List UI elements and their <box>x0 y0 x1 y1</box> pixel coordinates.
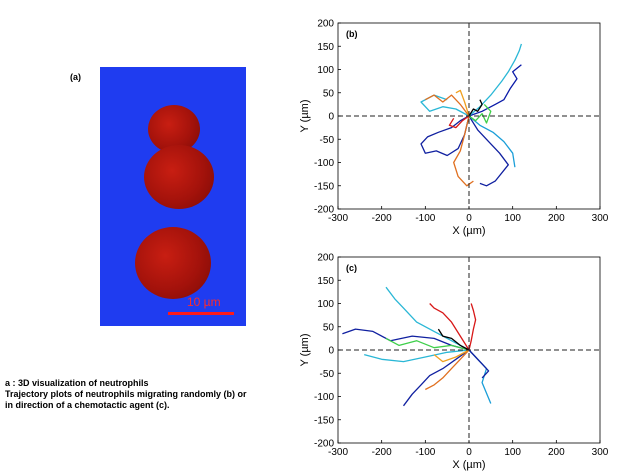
chart-0-xtick-label: 200 <box>548 213 565 224</box>
chart-1-series-8 <box>385 337 470 351</box>
chart-0-series-11 <box>468 99 483 117</box>
chart-0-series-6 <box>424 94 470 117</box>
chart-1-series-2 <box>385 286 470 351</box>
chart-1-xlabel: X (µm) <box>452 459 485 471</box>
chart-1-series-11 <box>468 349 490 379</box>
chart-0-ylabel: Y (µm) <box>299 99 311 132</box>
chart-1-xtick-label: 200 <box>548 447 565 458</box>
chart-0-ytick-label: -200 <box>314 205 334 216</box>
chart-1-ytick-label: 200 <box>317 253 334 264</box>
chart-1-ytick-label: 150 <box>317 276 334 287</box>
chart-0-ytick-label: 0 <box>328 112 334 123</box>
scale-bar-label: 10 µm <box>187 295 221 309</box>
chart-0-ytick-label: 150 <box>317 42 334 53</box>
chart-0-ytick-label: -50 <box>320 135 335 146</box>
chart-1-series-6 <box>468 303 477 351</box>
chart-0-xtick-label: 100 <box>504 213 521 224</box>
chart-0-xtick-label: -300 <box>328 213 348 224</box>
chart-1-xtick-label: -200 <box>372 447 392 458</box>
caption-line: a : 3D visualization of neutrophils <box>5 378 149 388</box>
chart-0-series-5 <box>468 115 516 168</box>
chart-1-ytick-label: 0 <box>328 346 334 357</box>
chart-1-ytick-label: -50 <box>320 369 335 380</box>
cell-bottom <box>135 227 211 299</box>
chart-1-series-1 <box>402 349 470 407</box>
cell-middle-lobe <box>144 145 214 209</box>
chart-1-ytick-label: 100 <box>317 299 334 310</box>
chart-1-series-7 <box>424 349 470 391</box>
chart-0-xlabel: X (µm) <box>452 225 485 237</box>
chart-0-xtick-label: 0 <box>466 213 472 224</box>
chart-1-ytick-label: -200 <box>314 439 334 450</box>
chart-1-ylabel: Y (µm) <box>299 333 311 366</box>
chart-1-xtick-label: 300 <box>592 447 609 458</box>
chart-0-series-8 <box>468 103 492 124</box>
chart-0-series-2 <box>468 64 522 117</box>
chart-0-ytick-label: -150 <box>314 181 334 192</box>
chart-1-ytick-label: -100 <box>314 392 334 403</box>
caption-line: Trajectory plots of neutrophils migratin… <box>5 389 247 399</box>
chart-1-xtick-label: 0 <box>466 447 472 458</box>
chart-0-ytick-label: 100 <box>317 65 334 76</box>
figure-caption: a : 3D visualization of neutrophils Traj… <box>5 378 305 411</box>
chart-0-xtick-label: 300 <box>592 213 609 224</box>
chart-1-panel-label: (c) <box>346 263 357 273</box>
chart-0-xtick-label: -200 <box>372 213 392 224</box>
caption-line: in direction of a chemotactic agent (c). <box>5 400 170 410</box>
chart-0-panel-label: (b) <box>346 29 358 39</box>
chart-1-ytick-label: -150 <box>314 415 334 426</box>
chart-0-xtick-label: -100 <box>415 213 435 224</box>
chart-0-ytick-label: 50 <box>323 88 335 99</box>
chart-1-xtick-label: 100 <box>504 447 521 458</box>
chart-1-xtick-label: -100 <box>415 447 435 458</box>
scale-bar <box>168 312 234 315</box>
chart-0-ytick-label: -100 <box>314 158 334 169</box>
panel-a-label: (a) <box>70 72 81 82</box>
chart-1-series-9 <box>433 349 470 363</box>
chart-0-series-1 <box>468 115 509 187</box>
chart-0-ytick-label: 200 <box>317 19 334 30</box>
chart-0-series-7 <box>453 115 474 187</box>
chart-1-series-3 <box>364 349 470 363</box>
chart-1-series-5 <box>429 303 470 351</box>
chart-1-series-0 <box>342 328 470 351</box>
chart-1-xtick-label: -300 <box>328 447 348 458</box>
chart-0-series-10 <box>455 89 470 117</box>
chart-0-series-9 <box>448 115 470 129</box>
chart-1-series-10 <box>437 328 470 351</box>
chart-1-ytick-label: 50 <box>323 322 335 333</box>
microscopy-image: 10 µm <box>100 67 246 326</box>
